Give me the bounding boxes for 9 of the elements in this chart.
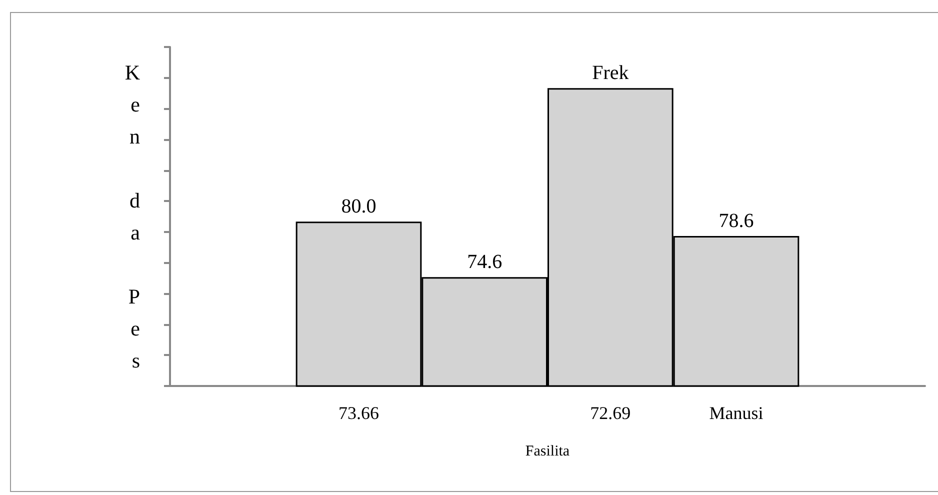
data-label: 78.6	[718, 210, 754, 232]
x-axis-title: Fasilita	[525, 444, 570, 460]
x-tick-label: 72.69	[590, 403, 631, 423]
data-label: 74.6	[467, 251, 502, 274]
data-label: 80.0	[341, 196, 376, 218]
x-tick-label: 73.66	[338, 403, 379, 423]
x-tick-label: Manusi	[709, 403, 764, 423]
data-label: Frek	[592, 62, 629, 84]
text: Ken da Pes	[124, 60, 140, 372]
